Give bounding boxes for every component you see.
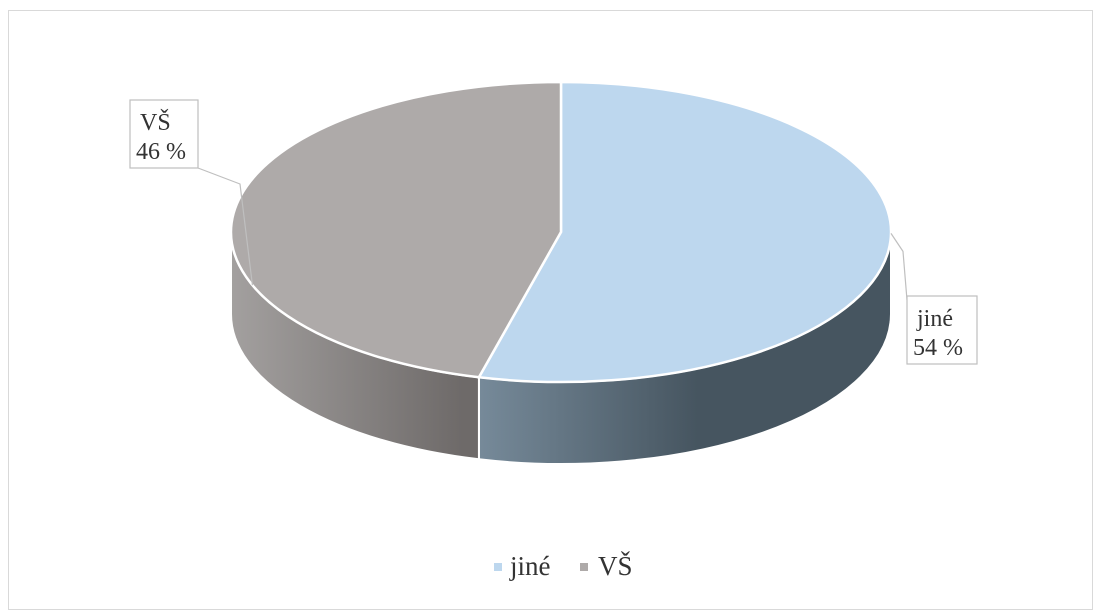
data-label-value-jine: 54 %: [913, 335, 963, 361]
legend: jiné VŠ: [494, 551, 633, 581]
legend-label-jine: jiné: [509, 551, 551, 581]
legend-swatch-jine: [494, 563, 502, 571]
leader-line-jine: [890, 233, 908, 301]
pie-chart: jiné 54 % VŠ 46 % jiné VŠ: [129, 80, 978, 581]
data-label-box-vs: [129, 99, 199, 169]
data-label-name-vs: VŠ: [140, 109, 171, 136]
pie-slice-jine: [476, 80, 893, 384]
data-label-box-jine: [906, 295, 978, 365]
data-label-value-vs: 46 %: [136, 139, 186, 165]
pie-slice-vs: [229, 80, 563, 379]
legend-label-vs: VŠ: [598, 551, 633, 581]
leader-line-vs: [197, 167, 254, 286]
legend-swatch-vs: [580, 563, 588, 571]
data-label-name-jine: jiné: [916, 306, 953, 332]
